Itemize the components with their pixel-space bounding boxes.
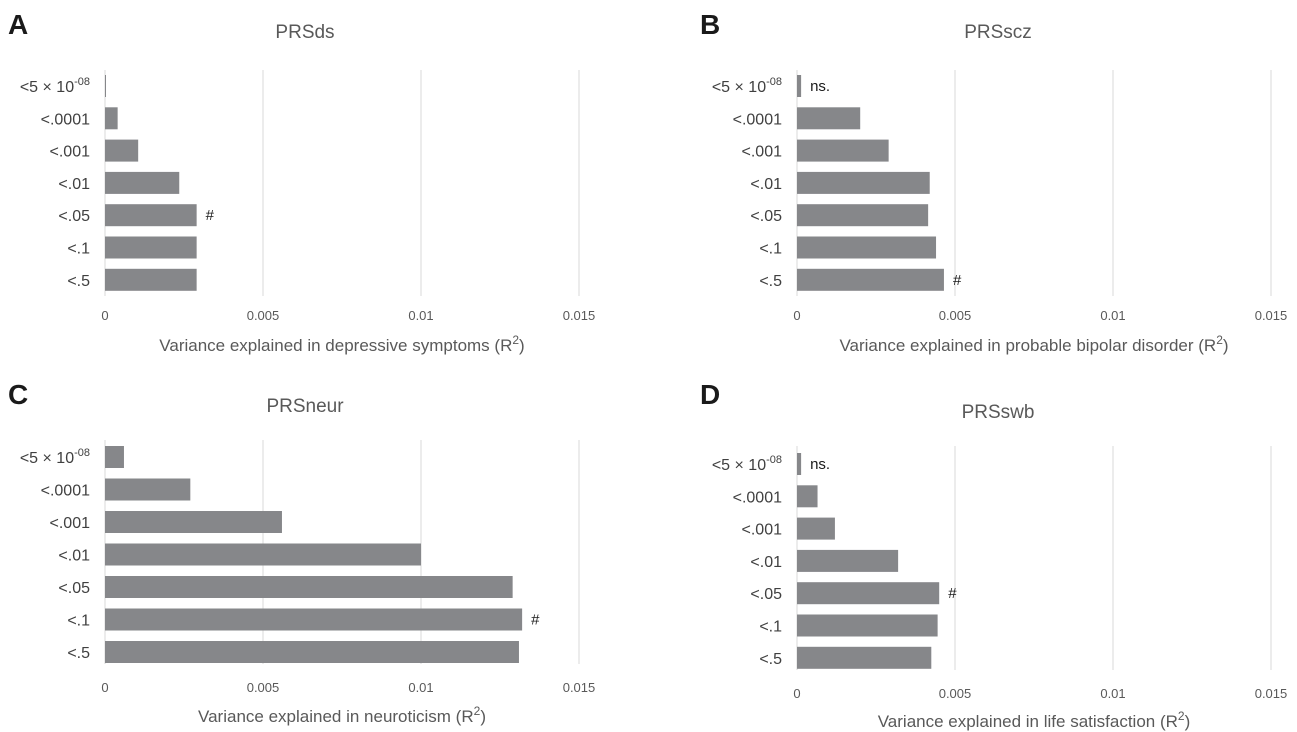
- panel-d: D PRSswb 0 0.005 0.01 0.015 <5 × 10-08 ns. <.000…: [700, 379, 1287, 731]
- bar: [105, 204, 197, 227]
- panel-letter: C: [8, 379, 28, 410]
- category-label: <.0001: [733, 489, 782, 506]
- bar: [797, 453, 802, 475]
- bar-annotation: #: [953, 272, 962, 289]
- bar-annotation: #: [948, 585, 957, 602]
- x-tick-label: 0.015: [1255, 686, 1288, 701]
- x-tick-label: 0.005: [247, 308, 280, 323]
- bar: [797, 614, 938, 637]
- category-label: <.01: [750, 554, 782, 571]
- category-label: <.01: [750, 176, 782, 193]
- bar: [105, 543, 421, 566]
- bar: [105, 236, 197, 259]
- x-tick-label: 0.005: [939, 686, 972, 701]
- bar: [797, 107, 861, 130]
- bar: [797, 171, 930, 194]
- category-label: <.01: [58, 176, 90, 193]
- x-tick-label: 0.005: [247, 680, 280, 695]
- bar: [105, 171, 180, 194]
- category-label: <.05: [58, 208, 90, 225]
- x-tick-label: 0: [793, 686, 800, 701]
- bar: [105, 446, 124, 468]
- bar-annotation: ns.: [810, 78, 830, 95]
- category-label: <.5: [67, 273, 90, 290]
- bar: [105, 576, 513, 598]
- x-tick-label: 0: [101, 308, 108, 323]
- panel-letter: B: [700, 9, 720, 40]
- x-tick-label: 0.005: [939, 308, 972, 323]
- bar: [105, 478, 191, 501]
- panel-a: A PRSds 0 0.005 0.01 0.015 <5 × 10-08 <.0001 <.0…: [8, 9, 595, 355]
- category-label: <5 × 10-08: [712, 76, 782, 96]
- bar: [797, 236, 937, 259]
- panel-letter: D: [700, 379, 720, 410]
- chart-title: PRSds: [275, 22, 334, 43]
- chart-title: PRSscz: [964, 22, 1032, 43]
- bar-annotation: #: [206, 207, 215, 224]
- bar: [105, 139, 139, 162]
- x-tick-label: 0: [793, 308, 800, 323]
- bar: [105, 75, 106, 97]
- category-label: <.1: [67, 241, 90, 258]
- bar: [797, 517, 835, 540]
- bar: [797, 139, 889, 162]
- category-label: <.05: [58, 580, 90, 597]
- category-label: <5 × 10-08: [20, 447, 90, 467]
- category-label: <.0001: [41, 483, 90, 500]
- bar: [105, 511, 282, 533]
- category-label: <.1: [759, 241, 782, 258]
- category-label: <.1: [759, 619, 782, 636]
- bar: [797, 549, 899, 572]
- x-axis-label: Variance explained in neuroticism (R2): [198, 704, 486, 726]
- x-tick-label: 0.015: [1255, 308, 1288, 323]
- bar: [797, 75, 802, 97]
- category-label: <.05: [750, 208, 782, 225]
- category-label: <.5: [67, 645, 90, 662]
- bar: [797, 204, 929, 227]
- x-tick-label: 0: [101, 680, 108, 695]
- x-tick-label: 0.01: [1100, 308, 1125, 323]
- bar-annotation: #: [531, 612, 540, 629]
- category-label: <5 × 10-08: [712, 454, 782, 474]
- panel-c: C PRSneur 0 0.005 0.01 0.015 <5 × 10-08 <.0001 <…: [8, 379, 595, 726]
- category-label: <.5: [759, 273, 782, 290]
- chart-title: PRSswb: [962, 402, 1035, 423]
- x-tick-label: 0.01: [1100, 686, 1125, 701]
- category-label: <.5: [759, 651, 782, 668]
- x-tick-label: 0.015: [563, 308, 596, 323]
- category-label: <.001: [50, 144, 91, 161]
- category-label: <.001: [742, 522, 783, 539]
- category-label: <.001: [50, 515, 91, 532]
- category-label: <.0001: [41, 111, 90, 128]
- category-label: <.1: [67, 613, 90, 630]
- bar: [797, 582, 940, 605]
- category-label: <.001: [742, 144, 783, 161]
- bar: [797, 268, 944, 291]
- category-label: <.0001: [733, 111, 782, 128]
- x-tick-label: 0.01: [408, 308, 433, 323]
- x-axis-label: Variance explained in life satisfaction …: [878, 709, 1191, 731]
- bar: [797, 485, 818, 508]
- x-axis-label: Variance explained in depressive symptom…: [159, 333, 524, 355]
- x-axis-label: Variance explained in probable bipolar d…: [839, 333, 1228, 355]
- bar: [797, 646, 932, 669]
- chart-title: PRSneur: [266, 396, 344, 417]
- bar: [105, 641, 519, 663]
- category-label: <.05: [750, 586, 782, 603]
- category-label: <.01: [58, 548, 90, 565]
- bar: [105, 608, 523, 631]
- bar: [105, 107, 118, 130]
- panel-letter: A: [8, 9, 28, 40]
- bar: [105, 268, 197, 291]
- x-tick-label: 0.015: [563, 680, 596, 695]
- category-label: <5 × 10-08: [20, 76, 90, 96]
- x-tick-label: 0.01: [408, 680, 433, 695]
- bar-annotation: ns.: [810, 456, 830, 473]
- panel-b: B PRSscz 0 0.005 0.01 0.015 <5 × 10-08 ns. <.000…: [700, 9, 1287, 355]
